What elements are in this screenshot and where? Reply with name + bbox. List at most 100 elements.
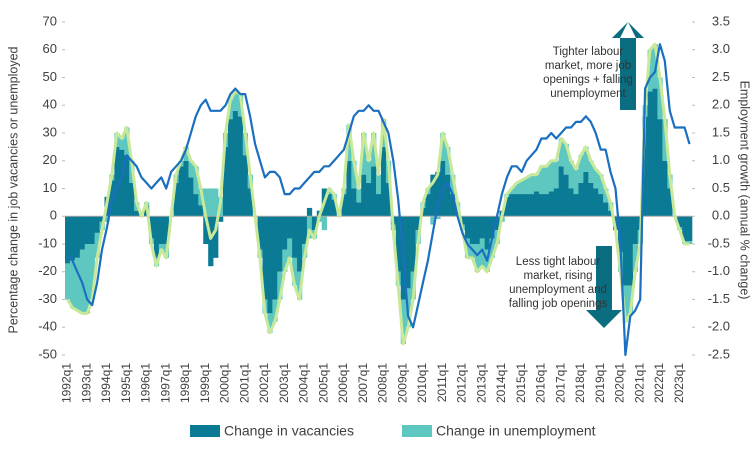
bar bbox=[573, 169, 579, 195]
plot: -50 -40 -30 -20 -10 0 10 20 30 40 50 60 70 -2.5 -2.0 -1… bbox=[38, 13, 730, 438]
x-tick-label: 2023q1 bbox=[672, 363, 686, 403]
bar bbox=[425, 194, 431, 217]
x-tick-label: 2003q1 bbox=[277, 363, 291, 403]
line bbox=[66, 42, 690, 346]
bar bbox=[208, 216, 214, 267]
y-tick-label: 60 bbox=[43, 41, 57, 56]
bar bbox=[282, 216, 288, 250]
x-tick-label: 2010q1 bbox=[415, 363, 429, 403]
annotation: market, rising bbox=[523, 270, 592, 282]
bar bbox=[543, 166, 550, 195]
bar bbox=[282, 249, 288, 272]
bar bbox=[529, 194, 535, 217]
bar bbox=[114, 146, 120, 217]
bar bbox=[553, 188, 560, 217]
x-tick-label: 2012q1 bbox=[455, 363, 469, 403]
bar bbox=[588, 182, 594, 217]
x-tick-label: 1994q1 bbox=[99, 363, 113, 403]
bar bbox=[529, 174, 535, 195]
bar bbox=[227, 119, 234, 217]
bar bbox=[647, 91, 653, 217]
bar bbox=[484, 216, 490, 250]
x-tick-label: 2009q1 bbox=[395, 363, 409, 403]
bar bbox=[410, 216, 416, 272]
y-axis-title: Percentage change in job vacancies or un… bbox=[6, 46, 20, 333]
bar bbox=[687, 216, 693, 242]
up-arrow bbox=[612, 22, 644, 110]
y-tick-label: -50 bbox=[38, 346, 57, 361]
bar bbox=[173, 182, 179, 217]
annotation: openings + falling bbox=[543, 74, 633, 86]
bar bbox=[558, 138, 564, 167]
bar bbox=[415, 216, 421, 231]
x-tick-label: 2001q1 bbox=[237, 363, 251, 403]
bar bbox=[321, 216, 327, 231]
bar bbox=[578, 182, 584, 217]
bar bbox=[124, 127, 130, 156]
bar bbox=[356, 202, 362, 217]
y-tick-label: -40 bbox=[38, 319, 57, 334]
y2-tick-label: -1.0 bbox=[708, 263, 730, 278]
bar bbox=[198, 205, 204, 217]
bar bbox=[400, 299, 406, 344]
bar bbox=[148, 216, 155, 239]
y2-tick-label: 2.5 bbox=[712, 69, 730, 84]
y-tick-label: -10 bbox=[38, 235, 57, 250]
bar bbox=[509, 188, 515, 195]
annotation: Tighter labour bbox=[553, 46, 624, 58]
bar bbox=[89, 216, 95, 244]
bar bbox=[287, 238, 293, 258]
bar bbox=[538, 194, 545, 217]
bar bbox=[371, 166, 377, 217]
bar bbox=[405, 216, 411, 289]
bar bbox=[292, 216, 298, 258]
bar bbox=[435, 216, 441, 220]
x-tick-label: 2000q1 bbox=[218, 363, 232, 403]
bar bbox=[99, 216, 105, 222]
bar bbox=[163, 216, 169, 244]
y2-axis-title: Employment growth (annual % change) bbox=[738, 81, 752, 300]
bar bbox=[464, 238, 471, 258]
bar bbox=[593, 188, 599, 217]
bar bbox=[124, 155, 130, 217]
y-tick-label: 10 bbox=[43, 180, 57, 195]
y2-tick-label: 1.0 bbox=[712, 152, 730, 167]
line bbox=[66, 43, 691, 357]
bar bbox=[232, 110, 239, 217]
bar bbox=[603, 188, 609, 203]
bar bbox=[134, 210, 140, 217]
x-tick-label: 1997q1 bbox=[158, 363, 172, 403]
bar bbox=[292, 257, 298, 286]
bar bbox=[208, 188, 214, 217]
bar bbox=[543, 194, 550, 217]
bar bbox=[257, 216, 263, 250]
y2-tick-label: 0.0 bbox=[712, 208, 730, 223]
x-tick-label: 1995q1 bbox=[119, 363, 133, 403]
bar bbox=[74, 216, 81, 258]
bar bbox=[361, 174, 367, 217]
bar bbox=[346, 124, 352, 161]
y-tick-label: 40 bbox=[43, 97, 57, 112]
bar bbox=[287, 216, 293, 239]
bar bbox=[153, 216, 160, 258]
bar bbox=[583, 146, 589, 172]
bar bbox=[376, 174, 382, 195]
bar bbox=[608, 210, 614, 217]
bar bbox=[65, 216, 71, 264]
bar bbox=[84, 244, 90, 314]
bar bbox=[227, 99, 234, 120]
bar bbox=[573, 194, 579, 217]
bar bbox=[267, 313, 273, 333]
annotation: market, more job bbox=[545, 60, 631, 72]
bar bbox=[232, 91, 239, 111]
bar bbox=[237, 116, 244, 217]
x-tick-label: 2015q1 bbox=[514, 363, 528, 403]
bar bbox=[267, 216, 273, 314]
y-tick-label: 70 bbox=[43, 13, 57, 28]
bar bbox=[272, 299, 278, 322]
bar bbox=[119, 138, 125, 150]
bar bbox=[548, 191, 555, 217]
x-tick-label: 2004q1 bbox=[297, 363, 311, 403]
bar bbox=[346, 160, 352, 217]
y-tick-label: -20 bbox=[38, 263, 57, 278]
